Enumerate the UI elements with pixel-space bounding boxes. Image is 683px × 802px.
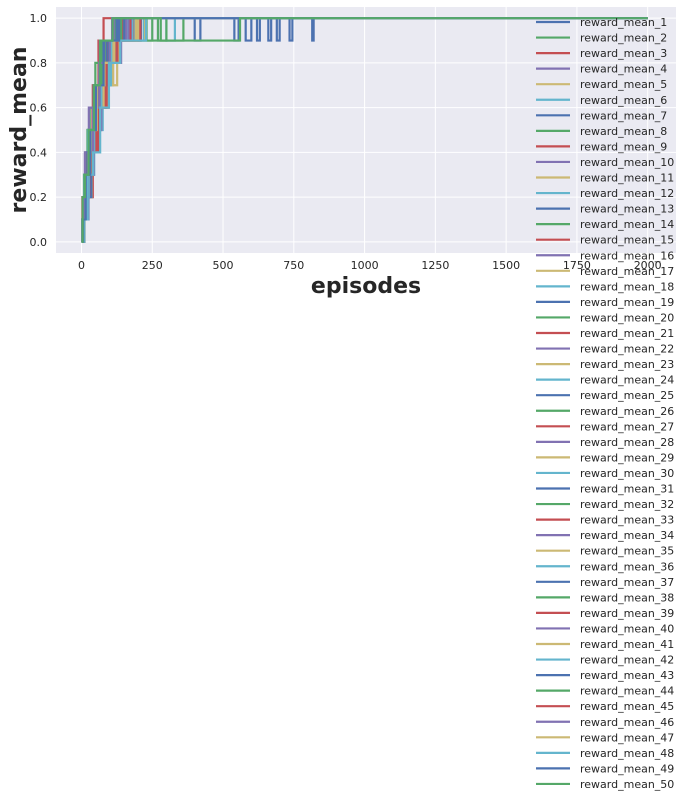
legend-label-38: reward_mean_38 [580,591,674,604]
legend-label-41: reward_mean_41 [580,638,674,651]
legend-label-42: reward_mean_42 [580,654,674,667]
legend-label-49: reward_mean_49 [580,762,674,775]
legend-label-11: reward_mean_11 [580,172,674,185]
legend-label-25: reward_mean_25 [580,389,674,402]
legend-label-6: reward_mean_6 [580,94,667,107]
legend-label-40: reward_mean_40 [580,622,674,635]
legend-label-18: reward_mean_18 [580,280,674,293]
legend-label-35: reward_mean_35 [580,545,674,558]
legend-label-9: reward_mean_9 [580,140,667,153]
x-axis-title: episodes [311,274,421,299]
legend-label-47: reward_mean_47 [580,731,674,744]
legend-label-28: reward_mean_28 [580,436,674,449]
y-tick-label-0: 0.0 [30,236,48,249]
legend-label-44: reward_mean_44 [580,685,674,698]
legend-label-21: reward_mean_21 [580,327,674,340]
y-tick-label-2: 0.4 [30,146,48,159]
legend-label-19: reward_mean_19 [580,296,674,309]
y-axis-title: reward_mean [7,47,32,214]
x-tick-label-4: 1000 [351,259,379,272]
legend-label-31: reward_mean_31 [580,483,674,496]
legend: reward_mean_1 reward_mean_2 reward_mean_3r… [536,16,674,791]
legend-label-14: reward_mean_14 [580,218,674,231]
legend-label-7: reward_mean_7 [580,109,667,122]
legend-label-26: reward_mean_26 [580,405,674,418]
legend-label-27: reward_mean_27 [580,420,674,433]
series-lines [81,17,648,243]
legend-label-34: reward_mean_34 [580,529,674,542]
legend-label-1: reward_mean_1 [580,16,667,29]
legend-label-33: reward_mean_33 [580,514,674,527]
legend-label-10: reward_mean_10 [580,156,674,169]
legend-label-36: reward_mean_36 [580,560,674,573]
legend-label-48: reward_mean_48 [580,747,674,760]
tick-labels: 0 250 500 750 1000 1250 1500 1750 2000 0.0 0.2 0.4 0… [30,12,662,272]
legend-label-12: reward_mean_12 [580,187,674,200]
x-tick-label-1: 250 [142,259,163,272]
legend-label-24: reward_mean_24 [580,374,674,387]
legend-label-16: reward_mean_16 [580,249,674,262]
x-tick-label-8: 2000 [634,259,662,272]
legend-label-43: reward_mean_43 [580,669,674,682]
legend-label-4: reward_mean_4 [580,63,667,76]
legend-label-3: reward_mean_3 [580,47,667,60]
x-tick-label-7: 1750 [563,259,591,272]
legend-label-23: reward_mean_23 [580,358,674,371]
legend-label-37: reward_mean_37 [580,576,674,589]
x-tick-label-2: 500 [213,259,234,272]
legend-label-32: reward_mean_32 [580,498,674,511]
x-tick-label-3: 750 [283,259,304,272]
x-tick-label-6: 1500 [492,259,520,272]
x-tick-label-0: 0 [78,259,85,272]
plot-background [56,7,676,253]
legend-label-50: reward_mean_50 [580,778,674,791]
legend-label-5: reward_mean_5 [580,78,667,91]
y-tick-label-4: 0.8 [30,57,48,70]
legend-label-13: reward_mean_13 [580,203,674,216]
x-tick-label-5: 1250 [421,259,449,272]
legend-label-29: reward_mean_29 [580,451,674,464]
legend-label-39: reward_mean_39 [580,607,674,620]
legend-label-8: reward_mean_8 [580,125,667,138]
legend-label-20: reward_mean_20 [580,311,674,324]
legend-label-45: reward_mean_45 [580,700,674,713]
legend-label-2: reward_mean_2 [580,32,667,45]
legend-label-46: reward_mean_46 [580,716,674,729]
legend-label-30: reward_mean_30 [580,467,674,480]
legend-label-17: reward_mean_17 [580,265,674,278]
y-tick-label-5: 1.0 [30,12,48,25]
series-line-50 [81,17,648,243]
y-tick-label-3: 0.6 [30,102,48,115]
legend-label-22: reward_mean_22 [580,343,674,356]
legend-label-15: reward_mean_15 [580,234,674,247]
y-tick-label-1: 0.2 [30,191,48,204]
